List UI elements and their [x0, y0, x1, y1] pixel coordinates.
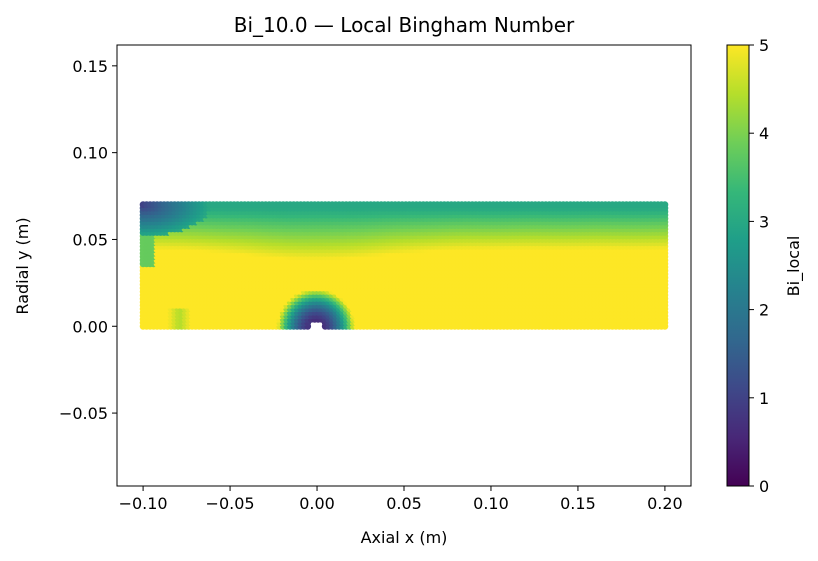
heatmap-field	[139, 201, 669, 330]
chart-title: Bi_10.0 — Local Bingham Number	[234, 13, 575, 37]
